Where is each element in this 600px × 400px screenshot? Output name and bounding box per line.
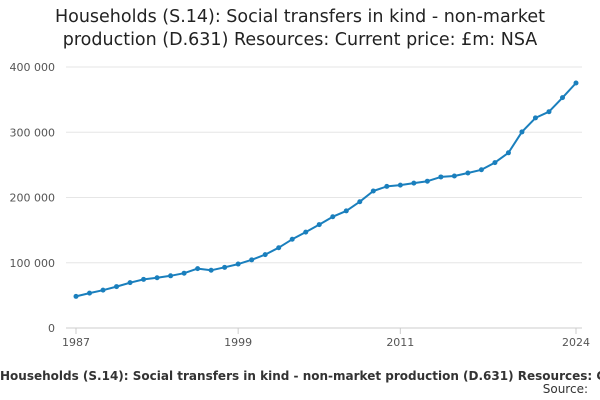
data-point-2008[interactable] bbox=[357, 199, 363, 205]
data-point-2009[interactable] bbox=[370, 188, 376, 194]
legend: Households (S.14): Social transfers in k… bbox=[0, 365, 600, 383]
data-point-2004[interactable] bbox=[303, 229, 309, 235]
data-point-2015[interactable] bbox=[451, 173, 457, 179]
x-tick-label: 2011 bbox=[386, 336, 414, 349]
data-point-1999[interactable] bbox=[235, 261, 241, 267]
data-point-2010[interactable] bbox=[384, 183, 390, 189]
data-point-2017[interactable] bbox=[478, 167, 484, 173]
x-tick-label: 1987 bbox=[62, 336, 90, 349]
data-point-1995[interactable] bbox=[181, 270, 187, 276]
x-tick-label: 1999 bbox=[224, 336, 252, 349]
y-tick-label: 400 000 bbox=[10, 61, 56, 74]
source-label: Source: bbox=[542, 382, 588, 396]
x-tick-label: 2024 bbox=[562, 336, 590, 349]
data-point-2000[interactable] bbox=[249, 257, 255, 263]
data-point-2016[interactable] bbox=[465, 170, 471, 176]
axes: 0 100 000 200 000 300 000 400 000 1987 1999 201… bbox=[10, 61, 591, 349]
chart-title-line-1: Households (S.14): Social transfers in k… bbox=[54, 7, 546, 27]
y-tick-label: 300 000 bbox=[10, 126, 56, 139]
data-point-2012[interactable] bbox=[411, 180, 417, 186]
data-point-1987[interactable] bbox=[73, 293, 79, 299]
data-point-2023[interactable] bbox=[559, 95, 565, 101]
data-point-2022[interactable] bbox=[546, 109, 552, 115]
data-point-2013[interactable] bbox=[424, 178, 430, 184]
data-point-1989[interactable] bbox=[100, 287, 106, 293]
data-point-2011[interactable] bbox=[397, 182, 403, 188]
data-point-1992[interactable] bbox=[141, 276, 147, 282]
data-point-1997[interactable] bbox=[208, 267, 214, 273]
data-point-2006[interactable] bbox=[330, 214, 336, 220]
chart-title-line-2: production (D.631) Resources: Current pr… bbox=[62, 30, 538, 50]
data-point-2020[interactable] bbox=[519, 129, 525, 135]
data-point-2001[interactable] bbox=[262, 252, 268, 258]
series-line-0 bbox=[75, 82, 577, 298]
data-point-2003[interactable] bbox=[289, 236, 295, 242]
data-point-2019[interactable] bbox=[505, 150, 511, 156]
data-point-1996[interactable] bbox=[195, 266, 201, 272]
data-point-1994[interactable] bbox=[168, 273, 174, 279]
data-point-2002[interactable] bbox=[276, 245, 282, 251]
y-tick-label: 100 000 bbox=[10, 257, 56, 270]
legend-label: Households (S.14): Social transfers in k… bbox=[0, 369, 600, 383]
y-tick-label: 200 000 bbox=[10, 192, 56, 205]
series-layer bbox=[73, 80, 579, 299]
data-point-1993[interactable] bbox=[154, 275, 160, 281]
y-tick-label: 0 bbox=[48, 322, 55, 335]
chart-title: Households (S.14): Social transfers in k… bbox=[0, 6, 600, 52]
data-point-2007[interactable] bbox=[343, 208, 349, 214]
data-point-2005[interactable] bbox=[316, 222, 322, 228]
data-point-2018[interactable] bbox=[492, 160, 498, 166]
data-point-1991[interactable] bbox=[127, 280, 133, 286]
data-point-1990[interactable] bbox=[114, 284, 120, 290]
data-point-1988[interactable] bbox=[87, 290, 93, 296]
data-point-2021[interactable] bbox=[532, 115, 538, 121]
grid-lines bbox=[66, 66, 582, 329]
data-point-1998[interactable] bbox=[222, 264, 228, 270]
data-point-2024[interactable] bbox=[573, 80, 579, 86]
data-point-2014[interactable] bbox=[438, 174, 444, 180]
